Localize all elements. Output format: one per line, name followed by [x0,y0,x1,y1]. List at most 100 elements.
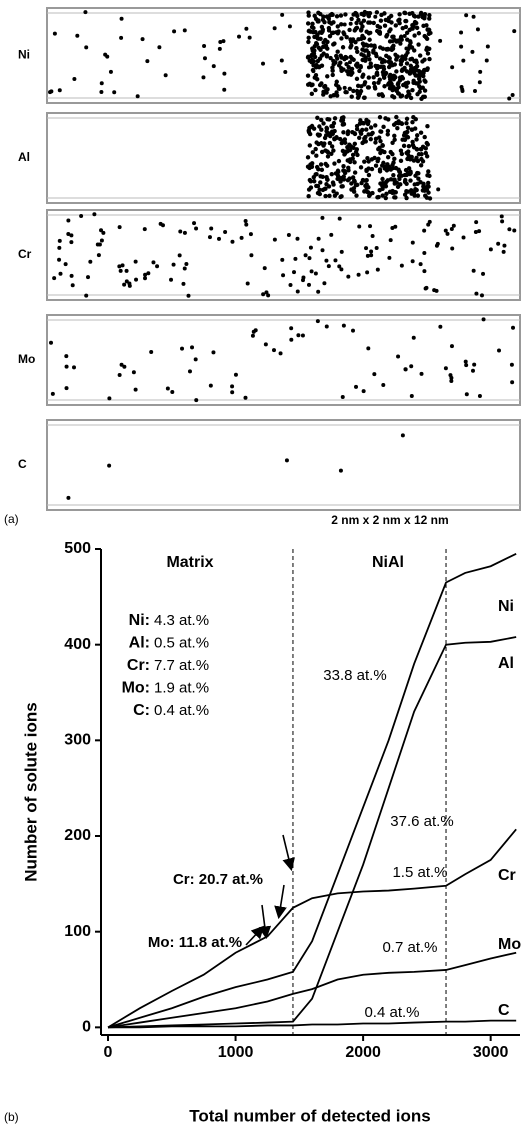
atom [413,187,417,191]
atom [392,134,396,138]
atom [331,189,335,193]
atom [327,26,331,30]
atom [319,141,323,145]
atom [59,272,63,276]
panel-tag: (b) [4,1110,19,1124]
atom [450,344,454,348]
atom [125,269,129,273]
atom [386,117,390,121]
atom [369,250,373,254]
atom [406,47,410,51]
atom [321,248,325,252]
atom [84,45,88,49]
atom [314,140,318,144]
atom [244,219,248,223]
atom [399,159,403,163]
atom [346,158,350,162]
atom [406,135,410,139]
atom [254,328,258,332]
atom [460,85,464,89]
atom [343,12,347,16]
atom [369,137,373,141]
atom [396,185,400,189]
atom [489,247,493,251]
atom [395,54,399,58]
atom [373,64,377,68]
atom [368,224,372,228]
atom [349,22,353,26]
atom [388,27,392,31]
atom [188,369,192,373]
atom [107,396,111,400]
atom [366,122,370,126]
atom [480,293,484,297]
y-tick-label: 500 [64,540,91,557]
composition-element: Ni: [129,612,150,629]
atom [404,19,408,23]
atom [79,214,83,218]
atom [369,61,373,65]
atom [381,94,385,98]
atom [343,90,347,94]
atom [366,43,370,47]
atom [416,42,420,46]
atom [421,159,425,163]
atom [414,73,418,77]
atom [372,156,376,160]
atom [510,363,514,367]
atom [72,77,76,81]
atom [100,81,104,85]
atom [403,367,407,371]
atom [402,11,406,15]
atom [410,88,414,92]
atom [384,54,388,58]
atom [379,13,383,17]
atom [408,57,412,61]
x-tick-label: 2000 [345,1044,381,1061]
atom [425,68,429,72]
atom [396,355,400,359]
atom [427,174,431,178]
atom [362,389,366,393]
atom [306,155,310,159]
atom [379,19,383,23]
atom [240,236,244,240]
atom [244,27,248,31]
composition-element: C: [133,702,150,719]
atom [478,394,482,398]
atom [307,187,311,191]
atom [308,162,312,166]
atom [184,262,188,266]
atom [417,90,421,94]
atom [315,36,319,40]
atom [222,88,226,92]
atom [164,73,168,77]
atom [412,48,416,52]
atom [335,14,339,18]
atom [332,93,336,97]
atom [404,121,408,125]
atom [190,345,194,349]
atom [400,138,404,142]
atom [217,237,221,241]
atom [334,54,338,58]
atom [400,67,404,71]
atom [355,77,359,81]
atom [325,53,329,57]
atom [500,214,504,218]
atom [329,233,333,237]
series-line [108,1021,516,1028]
atom [107,464,111,468]
atom [421,182,425,186]
atom [385,168,389,172]
atom [464,360,468,364]
annotation: 1.5 at.% [392,864,447,881]
atom [324,126,328,130]
atom [202,44,206,48]
atom [417,31,421,35]
atom [331,148,335,152]
atom [307,36,311,40]
atom [352,178,356,182]
atom [355,147,359,151]
atom [366,346,370,350]
